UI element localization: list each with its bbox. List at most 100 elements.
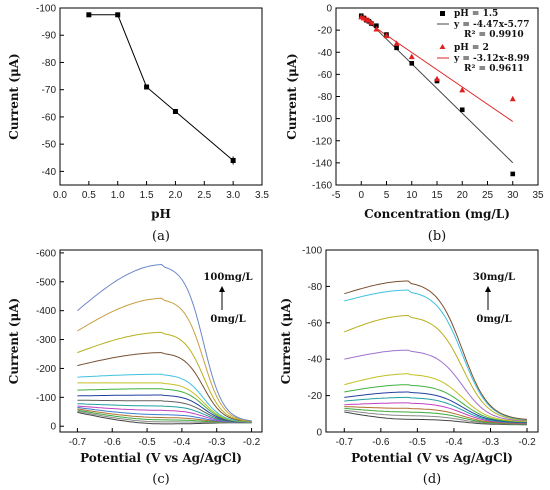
p3-curve-12 <box>77 373 252 423</box>
p4-plot <box>325 249 539 433</box>
p1-xtick-label: 0.0 <box>53 190 67 201</box>
p4-curve-13 <box>344 280 528 420</box>
p2-legend-r2-2: R² = 0.9611 <box>464 64 524 74</box>
p4-curve-2 <box>344 409 527 425</box>
p3-plot <box>59 249 263 433</box>
p4-curve-3 <box>344 407 527 425</box>
p2-point-ph2 <box>408 53 415 60</box>
p4-ylabel: Current (μA) <box>279 298 293 384</box>
p3-ytick-label: -500 <box>36 277 56 288</box>
p4-xtick-label: -0.4 <box>445 437 463 448</box>
p2-legend-r2-1: R² = 0.9910 <box>464 30 524 40</box>
p2-xtick-label: 0 <box>358 190 364 201</box>
p2-ytick-label: -100 <box>312 114 332 125</box>
p2-ytick-label: -80 <box>318 92 333 103</box>
p3-curve-8 <box>77 399 252 423</box>
p2-legend-eq-2: y = -3.12x-8.99 <box>453 54 530 64</box>
p2-plot <box>335 7 539 186</box>
p2-ytick-label: -20 <box>318 26 333 37</box>
p2-legend-marker-1 <box>440 11 445 16</box>
p3-ytick-label: -400 <box>36 306 56 317</box>
p4-annotation-bottom: 0mg/L <box>476 314 511 325</box>
p3-xtick-label: -0.2 <box>243 437 261 448</box>
p2-xtick-label: -5 <box>332 190 341 201</box>
p4-curve-11 <box>344 314 528 421</box>
p1-data-point <box>172 108 178 114</box>
p1-ytick-label: -90 <box>42 31 57 42</box>
p4-xtick-label: -0.3 <box>482 437 500 448</box>
p4-ytick-label: 0 <box>316 428 322 439</box>
p2-xtick-label: 35 <box>532 190 544 201</box>
p3-ytick-label: -600 <box>36 248 56 259</box>
p1-data-point <box>115 12 121 18</box>
p2-point-ph15 <box>409 61 415 66</box>
p2-point-ph15 <box>510 171 516 177</box>
p2-legend-label-2: pH = 2 <box>454 43 489 53</box>
p1-panel-label: (a) <box>152 229 170 244</box>
p4-curve-6 <box>344 396 527 424</box>
p3-xlabel: Potential (V vs Ag/AgCl) <box>80 451 242 465</box>
p1-xtick-label: 3.0 <box>226 190 240 201</box>
p4-annotation-top: 30mg/L <box>473 272 515 283</box>
p3-curve-15 <box>77 297 252 422</box>
p2-legend-eq-1: y = -4.47x-5.77 <box>453 20 530 30</box>
p2-point-ph2 <box>383 32 390 39</box>
p2-ytick-label: -60 <box>318 70 333 81</box>
p3-curve-9 <box>77 394 252 423</box>
p2-ytick-label: -120 <box>312 136 332 147</box>
p3-curve-6 <box>77 405 252 423</box>
p4-xtick-label: -0.7 <box>336 437 354 448</box>
p2-point-ph2 <box>509 95 516 102</box>
p1-ytick-label: -50 <box>42 140 57 151</box>
p1-series-line <box>88 14 234 161</box>
p4-curve-12 <box>344 289 528 421</box>
p2-xtick-label: 20 <box>457 190 469 201</box>
p4-curve-10 <box>344 349 528 422</box>
p1-xtick-label: 3.5 <box>255 190 269 201</box>
p2-point-ph15 <box>394 45 399 51</box>
p4-curve-8 <box>344 384 528 423</box>
p2-xtick-label: 30 <box>507 190 519 201</box>
p3-ylabel: Current (μA) <box>7 298 21 384</box>
p3-arrow-head <box>219 286 225 292</box>
p2-point-ph2 <box>368 19 375 25</box>
p4-xtick-label: -0.2 <box>518 437 536 448</box>
p3-xtick-label: -0.5 <box>138 437 156 448</box>
p1-ylabel: Current (μA) <box>7 53 21 139</box>
p2-xtick-label: 5 <box>384 190 390 201</box>
p2-ylabel: Current (μA) <box>285 53 299 139</box>
p4-ytick-label: -100 <box>302 246 322 257</box>
p2-fit-line-1 <box>360 14 514 164</box>
p4-ytick-label: -20 <box>308 391 323 402</box>
p2-point-ph2 <box>373 26 380 32</box>
p2-ytick-label: -40 <box>318 48 333 59</box>
p1-xtick-label: 1.5 <box>140 190 154 201</box>
p3-curve-7 <box>77 403 252 423</box>
p2-xtick-label: 10 <box>406 190 418 201</box>
p3-ytick-label: -100 <box>36 393 56 404</box>
p2-ytick-label: -160 <box>312 181 332 192</box>
p2-point-ph2 <box>393 40 400 46</box>
p1-frame <box>59 7 263 186</box>
p4-ytick-label: -80 <box>308 282 323 293</box>
p4-arrow-head <box>485 286 491 292</box>
p3-curve-10 <box>77 388 252 423</box>
p2-legend-label-1: pH = 1.5 <box>454 9 498 19</box>
p1-xtick-label: 1.0 <box>111 190 125 201</box>
p1-ytick-label: -40 <box>42 167 57 178</box>
p2-point-ph2 <box>434 75 440 82</box>
p3-curve-13 <box>77 352 252 423</box>
p1-ytick-label: -60 <box>42 112 57 123</box>
p4-curve-5 <box>344 402 527 424</box>
p1-xlabel: pH <box>151 207 171 221</box>
p2-point-ph15 <box>459 107 465 113</box>
p4-xtick-label: -0.5 <box>409 437 427 448</box>
p3-annotation-bottom: 0mg/L <box>210 314 245 325</box>
p4-ytick-label: -60 <box>308 318 323 329</box>
p3-xtick-label: -0.7 <box>69 437 87 448</box>
p3-annotation-top: 100mg/L <box>203 272 252 283</box>
p3-ytick-label: 0 <box>50 422 56 433</box>
p3-xtick-label: -0.4 <box>173 437 191 448</box>
p3-curve-11 <box>77 382 252 423</box>
